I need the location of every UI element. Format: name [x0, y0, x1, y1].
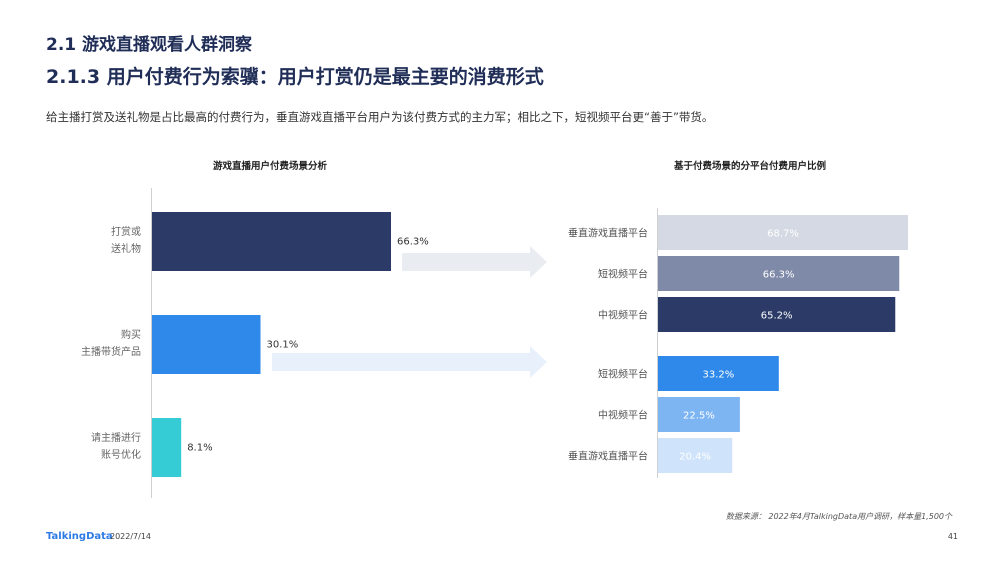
left-bar — [152, 418, 182, 477]
arrow-bottom — [272, 346, 547, 378]
page-number: 41 — [947, 532, 958, 541]
right-chart-title: 基于付费场景的分平台付费用户比例 — [673, 161, 826, 172]
right-category-label: 短视频平台 — [598, 368, 648, 381]
arrow-top — [402, 246, 547, 278]
left-bar — [152, 315, 261, 374]
right-bar-value: 22.5% — [683, 411, 715, 422]
left-bar-value: 66.3% — [397, 237, 429, 248]
left-category-label: 请主播进行 — [91, 431, 141, 444]
right-bar-value: 68.7% — [767, 229, 799, 240]
right-bar-value: 20.4% — [679, 452, 711, 463]
left-chart-title: 游戏直播用户付费场景分析 — [212, 161, 327, 172]
left-category-label: 购买 — [121, 328, 141, 341]
left-category-label: 送礼物 — [111, 242, 141, 255]
left-bar-value: 30.1% — [267, 340, 299, 351]
right-category-label: 中视频平台 — [598, 409, 648, 422]
right-bar-value: 33.2% — [703, 370, 735, 381]
section-title: 2.1 游戏直播观看人群洞察 — [46, 35, 253, 55]
right-bar — [658, 397, 740, 432]
report-date: 2022/7/14 — [110, 532, 152, 541]
right-category-label: 垂直游戏直播平台 — [568, 450, 648, 463]
page-title: 2.1.3 用户付费行为索骥：用户打赏仍是最主要的消费形式 — [46, 66, 544, 88]
data-source: 数据来源： 2022年4月TalkingData用户调研，样本量1,500个 — [725, 512, 952, 521]
left-bar-value: 8.1% — [187, 443, 212, 454]
left-category-label: 主播带货产品 — [81, 345, 141, 358]
right-bar — [658, 297, 896, 332]
right-category-label: 垂直游戏直播平台 — [568, 227, 648, 240]
page-description: 给主播打赏及送礼物是占比最高的付费行为，垂直游戏直播平台用户为该付费方式的主力军… — [46, 110, 714, 124]
right-bar — [658, 215, 908, 250]
right-bar-value: 66.3% — [763, 270, 795, 281]
right-bar — [658, 438, 733, 473]
right-category-label: 中视频平台 — [598, 309, 648, 322]
left-bar — [152, 212, 391, 271]
right-bar — [658, 256, 900, 291]
brand-logo: TalkingData — [46, 531, 113, 542]
right-bar — [658, 356, 779, 391]
left-category-label: 账号优化 — [101, 448, 141, 461]
left-category-label: 打赏或 — [111, 225, 141, 238]
right-category-label: 短视频平台 — [598, 268, 648, 281]
right-bar-value: 65.2% — [761, 311, 793, 322]
